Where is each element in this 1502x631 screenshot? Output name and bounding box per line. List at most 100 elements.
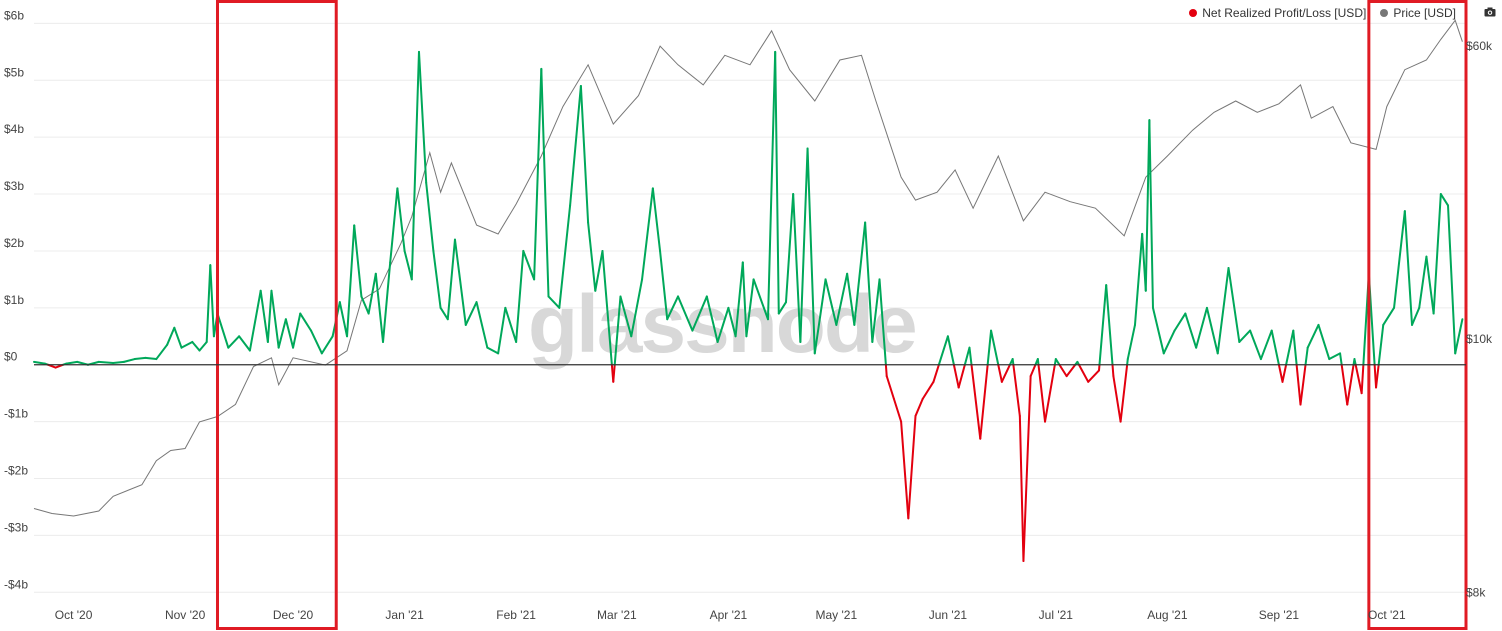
y-tick-label: -$1b bbox=[4, 407, 28, 421]
highlight-layer bbox=[215, 0, 1468, 630]
nrpl-segment bbox=[389, 187, 399, 264]
nrpl-segment bbox=[1418, 255, 1428, 309]
nrpl-segment bbox=[248, 289, 262, 352]
nrpl-segment bbox=[1077, 363, 1090, 383]
nrpl-segment bbox=[619, 295, 633, 338]
nrpl-segment bbox=[963, 346, 971, 366]
nrpl-segment bbox=[691, 295, 708, 332]
nrpl-segment bbox=[1119, 363, 1129, 423]
nrpl-segment bbox=[396, 187, 406, 252]
nrpl-segment bbox=[453, 238, 467, 326]
nrpl-segment bbox=[497, 306, 507, 355]
nrpl-segment bbox=[777, 301, 787, 315]
nrpl-segment bbox=[486, 346, 500, 355]
nrpl-segment bbox=[374, 272, 385, 343]
nrpl-segment bbox=[1454, 318, 1464, 355]
nrpl-segment bbox=[612, 363, 616, 383]
nrpl-segment bbox=[1281, 363, 1288, 383]
camera-icon[interactable] bbox=[1484, 7, 1496, 17]
x-tick-label: Sep '21 bbox=[1259, 608, 1300, 622]
nrpl-segment bbox=[792, 193, 802, 343]
nrpl-segment bbox=[533, 67, 543, 281]
nrpl-segment bbox=[1111, 363, 1115, 378]
y-tick-label: $6b bbox=[4, 8, 24, 22]
nrpl-segment bbox=[1058, 363, 1068, 378]
nrpl-segment bbox=[601, 249, 613, 366]
nrpl-segment bbox=[587, 221, 597, 292]
nrpl-segment bbox=[734, 261, 744, 338]
nrpl-segment bbox=[1346, 363, 1355, 406]
nrpl-segment bbox=[727, 306, 737, 338]
nrpl-segment bbox=[112, 360, 125, 365]
y-tick-label: $5b bbox=[4, 65, 24, 79]
nrpl-segment bbox=[1277, 363, 1284, 383]
nrpl-segment bbox=[914, 397, 924, 417]
nrpl-segment bbox=[806, 147, 816, 355]
nrpl-segment bbox=[504, 306, 518, 343]
legend-item-nrpl[interactable]: Net Realized Profit/Loss [USD] bbox=[1189, 6, 1366, 20]
nrpl-segment bbox=[641, 187, 654, 281]
x-tick-label: Dec '20 bbox=[273, 608, 314, 622]
nrpl-segment bbox=[1012, 363, 1021, 417]
nrpl-segment bbox=[970, 363, 982, 440]
nrpl-segment bbox=[952, 363, 960, 389]
nrpl-segment bbox=[417, 50, 428, 184]
nrpl-segment bbox=[752, 278, 769, 321]
y-tick-label: $3b bbox=[4, 179, 24, 193]
x-tick-label: Jan '21 bbox=[385, 608, 424, 622]
nrpl-segment bbox=[1432, 193, 1442, 315]
nrpl-segment bbox=[1000, 363, 1011, 383]
nrpl-segment bbox=[191, 340, 201, 352]
nrpl-segment bbox=[569, 84, 582, 207]
nrpl-segment bbox=[515, 249, 525, 343]
nrpl-segment bbox=[1098, 284, 1108, 366]
nrpl-segment bbox=[579, 84, 590, 224]
x-tick-label: Oct '21 bbox=[1368, 608, 1406, 622]
x-tick-label: Mar '21 bbox=[597, 608, 637, 622]
nrpl-segment bbox=[475, 301, 489, 349]
nrpl-segment bbox=[216, 312, 230, 349]
nrpl-segment bbox=[259, 289, 269, 343]
nrpl-segment bbox=[705, 295, 719, 343]
nrpl-segment bbox=[1022, 375, 1032, 563]
nrpl-segment bbox=[1216, 267, 1230, 355]
nrpl-segment bbox=[209, 264, 215, 338]
nrpl-segment bbox=[403, 249, 413, 281]
nrpl-segment bbox=[813, 278, 827, 355]
nrpl-segment bbox=[1377, 323, 1385, 366]
nrpl-segment bbox=[594, 249, 604, 292]
nrpl-segment bbox=[900, 420, 910, 520]
nrpl-segment bbox=[878, 278, 887, 366]
nrpl-segment bbox=[946, 335, 955, 366]
nrpl-segment bbox=[425, 181, 435, 252]
nrpl-segment bbox=[310, 329, 323, 355]
nrpl-segment bbox=[613, 295, 622, 366]
nrpl-segment bbox=[979, 363, 989, 440]
nrpl-segment bbox=[464, 301, 478, 326]
nrpl-segment bbox=[1184, 312, 1198, 349]
nrpl-segment bbox=[1148, 119, 1154, 309]
highlight-box bbox=[215, 0, 338, 630]
nrpl-segment bbox=[968, 346, 973, 366]
nrpl-segment bbox=[745, 278, 755, 338]
nrpl-segment bbox=[677, 295, 694, 332]
nrpl-segment bbox=[382, 261, 392, 343]
legend-item-price[interactable]: Price [USD] bbox=[1380, 6, 1456, 20]
nrpl-segment bbox=[835, 272, 849, 326]
nrpl-segment bbox=[1425, 255, 1435, 315]
nrpl-segment bbox=[824, 278, 838, 326]
y-tick-label: $0 bbox=[4, 350, 18, 364]
axis-layer: -$4b -$3b -$2b -$1b $0 $1b $2b $3b $4b $5b $6b Oct … bbox=[4, 8, 1493, 622]
nrpl-series-layer bbox=[33, 50, 1464, 563]
nrpl-segment bbox=[65, 360, 79, 365]
nrpl-segment bbox=[320, 335, 334, 355]
nrpl-segment bbox=[1105, 284, 1114, 366]
y-tick-label: $1b bbox=[4, 293, 24, 307]
nrpl-segment bbox=[1259, 329, 1273, 361]
nrpl-segment bbox=[338, 301, 349, 338]
legend-marker-price bbox=[1380, 9, 1389, 17]
nrpl-segment bbox=[346, 224, 356, 338]
nrpl-segment bbox=[1447, 204, 1457, 355]
nrpl-segment bbox=[921, 380, 935, 400]
